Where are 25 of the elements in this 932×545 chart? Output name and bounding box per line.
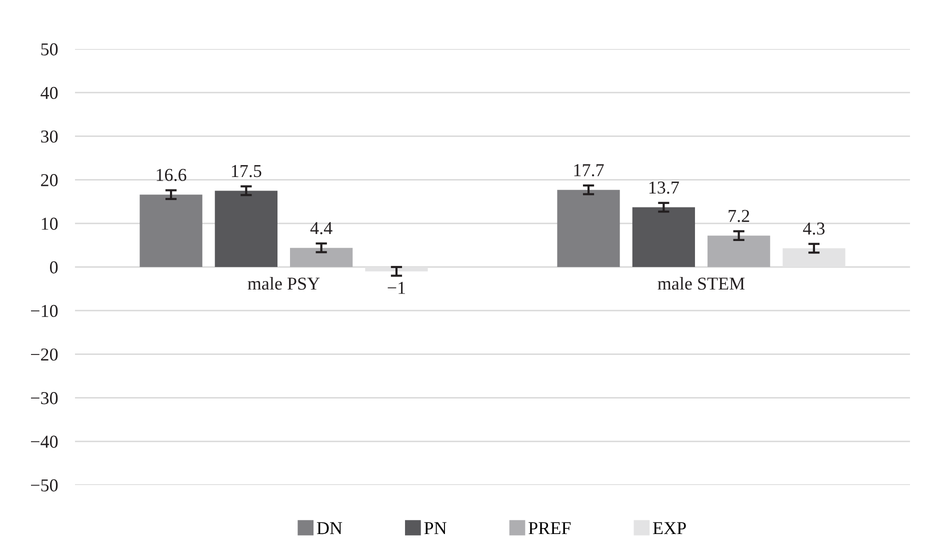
x-tick-label: male STEM (658, 277, 745, 290)
data-label: 7.2 (728, 210, 750, 222)
y-tick-label: 50 (41, 43, 58, 56)
y-tick-label: 40 (40, 86, 58, 100)
legend-label: PN (424, 522, 446, 534)
data-label: 17.7 (574, 164, 604, 176)
data-label: −1 (388, 282, 405, 294)
legend-label: PREF (528, 522, 571, 534)
y-tick-label: −40 (30, 436, 58, 448)
y-tick-label: −30 (30, 392, 58, 404)
legend-label: DN (316, 522, 342, 534)
data-label: 4.3 (803, 222, 825, 235)
x-tick-label: male PSY (248, 277, 320, 290)
y-tick-label: 10 (42, 218, 58, 230)
y-tick-label: −50 (30, 479, 58, 492)
legend-label: EXP (653, 522, 686, 534)
data-label: 4.4 (310, 222, 332, 234)
data-label: 17.5 (232, 165, 262, 178)
data-label: 13.7 (649, 182, 679, 194)
y-tick-label: 30 (41, 130, 58, 143)
y-tick-label: −10 (30, 304, 58, 318)
y-tick-label: 20 (41, 174, 58, 186)
y-tick-label: −20 (30, 348, 58, 361)
y-tick-label: 0 (50, 261, 58, 274)
data-label: 16.6 (156, 168, 186, 182)
